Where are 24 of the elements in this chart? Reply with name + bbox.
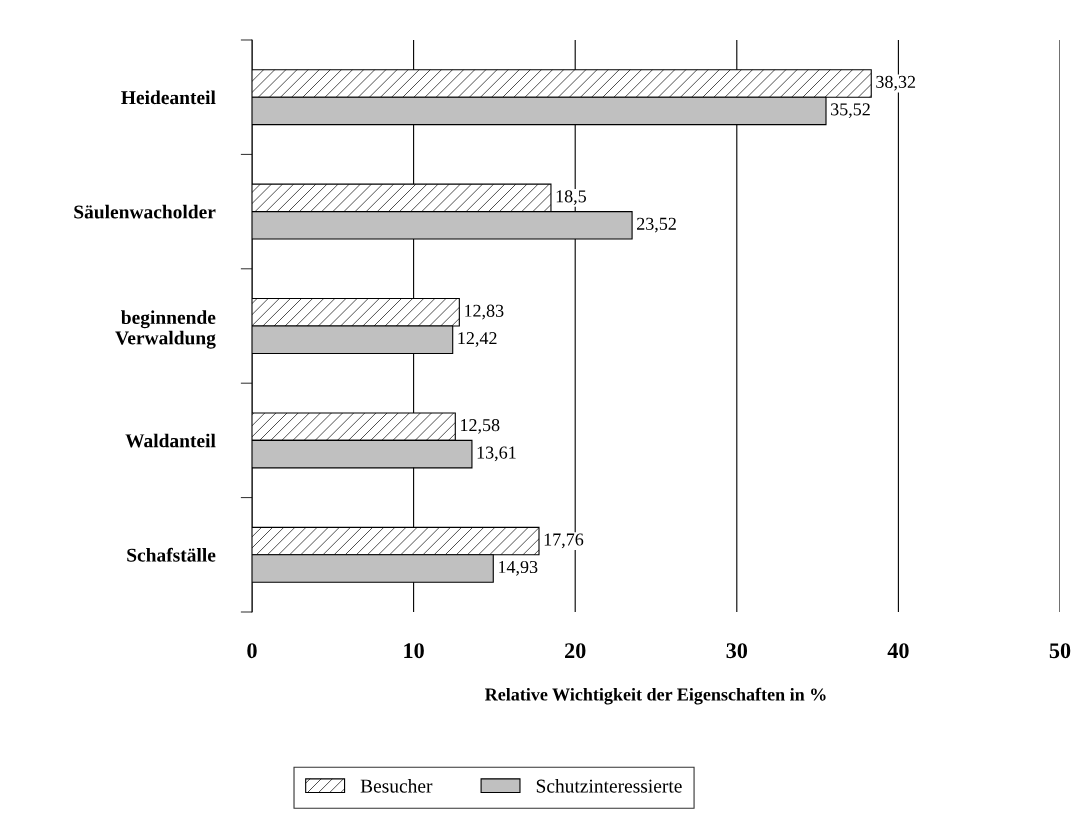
data-label: 14,93: [499, 560, 538, 576]
data-label: 23,52: [637, 217, 676, 233]
x-axis-title: Relative Wichtigkeit der Eigenschaften in %: [485, 687, 826, 705]
x-tick-label: 30: [726, 643, 748, 659]
y-tick-label: Waldanteil: [125, 433, 216, 448]
data-label: 12,58: [461, 419, 500, 434]
data-label: 13,61: [477, 446, 516, 462]
x-tick-label: 20: [565, 643, 586, 659]
data-label: 35,52: [831, 103, 870, 119]
data-label: 38,32: [876, 75, 916, 91]
y-tick-label: Säulenwacholder: [74, 204, 216, 219]
data-label: 17,76: [544, 533, 584, 549]
x-tick-label: 50: [1049, 643, 1071, 659]
data-label: 12,83: [465, 304, 504, 320]
data-label: 12,42: [458, 332, 497, 347]
x-tick-label: 0: [247, 643, 257, 659]
data-label: 18,5: [556, 190, 587, 205]
x-tick-label: 10: [404, 643, 424, 659]
y-tick-label: Schafställe: [127, 547, 216, 562]
y-tick-label: beginnende Verwaldung: [115, 310, 216, 349]
legend-label: Besucher: [360, 778, 433, 793]
legend-label: Schutzinteressierte: [536, 778, 682, 793]
x-tick-label: 40: [887, 643, 909, 659]
y-tick-label: Heideanteil: [121, 90, 216, 105]
